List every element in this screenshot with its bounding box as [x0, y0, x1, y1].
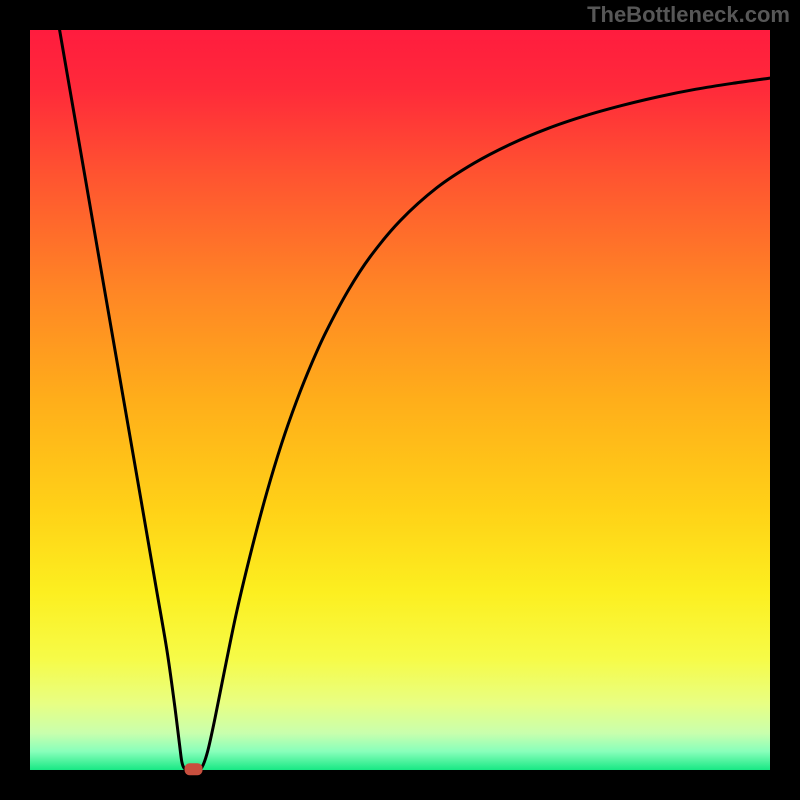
bottleneck-chart: [0, 0, 800, 800]
plot-background: [30, 30, 770, 770]
chart-container: TheBottleneck.com: [0, 0, 800, 800]
optimal-point-marker: [185, 763, 203, 775]
watermark-text: TheBottleneck.com: [587, 2, 790, 28]
